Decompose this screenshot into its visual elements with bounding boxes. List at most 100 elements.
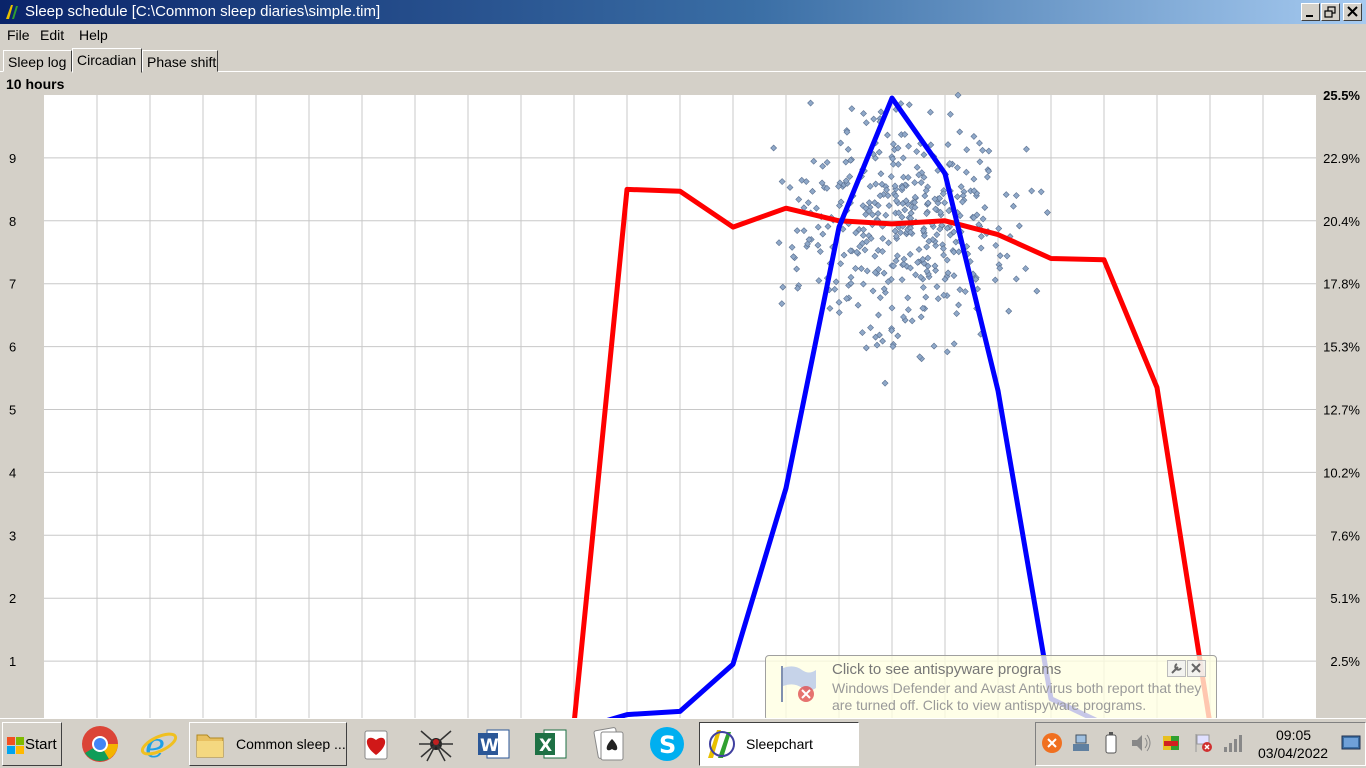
windows-logo-icon <box>7 737 24 754</box>
skype-icon[interactable]: S <box>648 725 686 763</box>
scatter-point <box>872 333 879 341</box>
tab-sleep-log[interactable]: Sleep log <box>3 50 72 72</box>
taskbar-item-common-sleep[interactable]: Common sleep ... <box>189 722 347 766</box>
hearts-icon[interactable] <box>357 725 395 763</box>
scatter-point <box>923 267 931 275</box>
y-right-tick-label: 10.2% <box>1323 465 1360 480</box>
scatter-point <box>890 262 897 270</box>
clock-date[interactable]: 03/04/2022 <box>1258 745 1329 761</box>
scatter-point <box>979 215 987 223</box>
scatter-point <box>875 311 882 319</box>
notification-options-button[interactable] <box>1167 660 1186 677</box>
scatter-point <box>874 202 882 209</box>
scatter-point <box>794 284 802 292</box>
notification-close-button[interactable] <box>1187 660 1206 677</box>
scatter-point <box>914 258 922 266</box>
scatter-point <box>950 248 958 256</box>
scatter-point <box>907 264 914 272</box>
scatter-point <box>816 248 824 255</box>
flag-icon[interactable] <box>1161 732 1185 754</box>
scatter-point <box>944 141 952 149</box>
scatter-point <box>1033 287 1041 295</box>
scatter-point <box>1010 202 1017 210</box>
volume-icon[interactable] <box>1129 732 1153 754</box>
scatter-point <box>847 247 854 255</box>
minimize-button[interactable] <box>1301 3 1320 21</box>
tab-circadian[interactable]: Circadian <box>72 48 142 73</box>
scatter-point <box>934 295 942 303</box>
scatter-point <box>970 133 978 140</box>
scatter-point <box>1012 192 1020 199</box>
scatter-point <box>920 173 928 181</box>
scatter-point <box>876 294 884 302</box>
scatter-point <box>1012 275 1020 283</box>
scatter-point <box>865 199 873 207</box>
scatter-point <box>804 199 812 207</box>
taskbar-item-sleepchart[interactable]: Sleepchart <box>699 722 859 766</box>
scatter-point <box>905 142 912 150</box>
solitaire-icon[interactable] <box>590 725 628 763</box>
scatter-point <box>925 237 933 245</box>
scatter-point <box>1022 265 1030 273</box>
sleepchart-icon <box>708 730 735 758</box>
scatter-point <box>941 275 949 283</box>
scatter-point <box>901 130 909 138</box>
close-button[interactable] <box>1343 3 1362 21</box>
scatter-point <box>894 144 902 152</box>
scatter-point <box>956 128 964 136</box>
internet-explorer-icon[interactable]: e <box>140 725 178 763</box>
scatter-point <box>879 337 887 345</box>
scatter-point <box>775 239 783 247</box>
scatter-point <box>932 205 939 213</box>
scatter-point <box>923 210 931 217</box>
menu-file[interactable]: File <box>7 27 30 43</box>
scatter-point <box>895 209 903 217</box>
security-alert-icon[interactable] <box>1193 732 1215 754</box>
scatter-point <box>824 223 832 230</box>
scatter-point <box>943 224 951 232</box>
scatter-point <box>940 291 948 299</box>
menu-help[interactable]: Help <box>79 27 108 43</box>
scatter-point <box>943 348 951 356</box>
scatter-point <box>826 305 834 312</box>
word-icon[interactable]: W <box>475 725 513 763</box>
y-left-tick-label: 7 <box>9 277 16 292</box>
excel-icon[interactable]: X <box>532 725 570 763</box>
scatter-point <box>931 195 939 203</box>
chrome-icon[interactable] <box>81 725 119 763</box>
scatter-point <box>905 101 913 109</box>
start-button[interactable]: Start <box>2 722 62 766</box>
y-right-tick-label: 25.5% <box>1323 88 1360 103</box>
taskbar-item-label: Sleepchart <box>746 736 813 752</box>
scatter-point <box>891 182 899 190</box>
clock-time[interactable]: 09:05 <box>1276 727 1312 743</box>
sleepchart-app-icon[interactable] <box>3 3 21 21</box>
restore-button[interactable] <box>1321 3 1340 21</box>
scatter-point <box>923 243 931 251</box>
scatter-point <box>970 214 978 222</box>
battery-icon[interactable] <box>1101 731 1121 755</box>
scatter-point <box>848 105 856 113</box>
scatter-point <box>892 232 900 240</box>
scatter-point <box>902 197 910 205</box>
spider-solitaire-icon[interactable] <box>417 725 455 763</box>
network-icon[interactable] <box>1071 732 1093 754</box>
show-desktop-icon[interactable] <box>1341 734 1361 752</box>
tab-phase-shift[interactable]: Phase shift <box>142 50 218 72</box>
y-right-tick-label: 2.5% <box>1330 654 1360 669</box>
action-center-flag-icon <box>781 666 816 702</box>
close-icon <box>1191 663 1201 673</box>
scatter-point <box>891 227 899 235</box>
scatter-point <box>779 283 787 291</box>
notification-balloon[interactable]: Click to see antispyware programs Window… <box>765 655 1217 721</box>
signal-icon[interactable] <box>1222 732 1244 754</box>
scatter-point <box>924 199 932 207</box>
menu-edit[interactable]: Edit <box>40 27 65 43</box>
scatter-point <box>901 206 909 214</box>
avast-icon[interactable] <box>1041 732 1063 754</box>
scatter-point <box>884 278 892 286</box>
scatter-point <box>858 329 866 336</box>
scatter-point <box>884 192 892 200</box>
scatter-point <box>927 141 935 149</box>
scatter-point <box>844 145 852 153</box>
